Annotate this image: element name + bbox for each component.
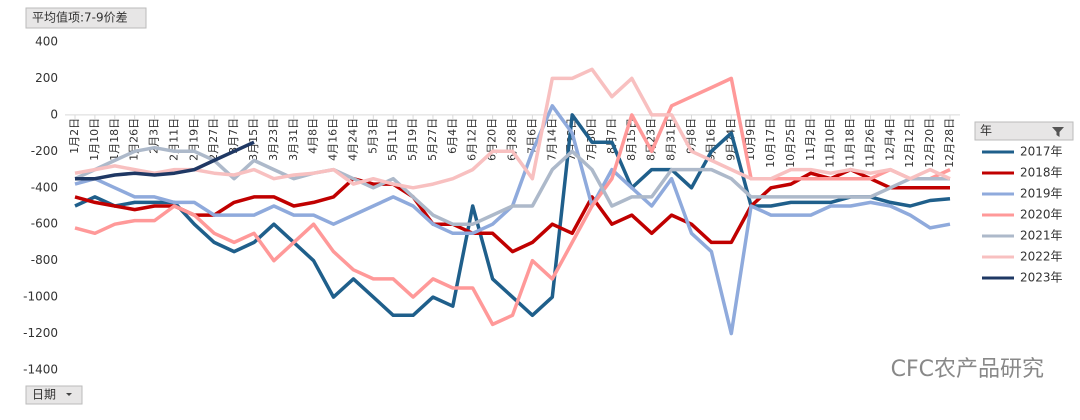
x-tick-label: 9月24日 (724, 118, 737, 161)
y-tick-label: -400 (31, 180, 58, 194)
x-tick-label: 11月18日 (844, 118, 857, 168)
y-tick-label: 200 (35, 71, 58, 85)
x-tick-label: 4月8日 (307, 118, 320, 154)
x-tick-label: 8月31日 (665, 118, 678, 161)
x-tick-label: 12月28日 (943, 118, 956, 168)
x-tick-label: 1月2日 (68, 118, 81, 154)
x-tick-label: 11月26日 (863, 118, 876, 168)
legend-title: 年 (980, 124, 992, 138)
y-tick-label: 400 (35, 35, 58, 49)
x-tick-label: 10月9日 (744, 118, 757, 161)
x-tick-label: 4月24日 (346, 118, 359, 161)
x-tick-label: 5月3日 (366, 118, 379, 154)
y-tick-label: 0 (50, 107, 58, 121)
x-tick-label: 10月17日 (764, 118, 777, 168)
y-tick-label: -600 (31, 217, 58, 231)
field-button[interactable] (25, 7, 147, 29)
dropdown-icon (66, 393, 72, 396)
watermark: CFC农产品研究 (891, 357, 1044, 382)
y-tick-label: -1400 (23, 363, 58, 377)
legend-label: 2023年 (1020, 271, 1063, 285)
series-line (74, 145, 950, 226)
x-tick-label: 4月16日 (327, 118, 340, 161)
x-tick-label: 5月11日 (386, 118, 399, 161)
series-line (75, 140, 255, 181)
x-tick-label: 6月4日 (446, 118, 459, 154)
x-tick-label: 5月19日 (406, 118, 419, 161)
x-tick-label: 2月11日 (167, 118, 180, 161)
legend-label: 2019年 (1020, 187, 1063, 201)
x-tick-label: 3月23日 (267, 118, 280, 161)
legend-label: 2017年 (1020, 145, 1063, 159)
x-tick-label: 3月15日 (247, 118, 260, 161)
legend-label: 2018年 (1020, 166, 1063, 180)
x-tick-label: 2月3日 (148, 118, 161, 154)
series-line (74, 167, 950, 254)
field-button-label: 平均值项:7-9价差 (32, 10, 128, 25)
x-tick-label: 1月10日 (88, 118, 101, 161)
legend-label: 2020年 (1020, 208, 1063, 222)
y-tick-label: -1000 (23, 290, 58, 304)
series-line (74, 113, 951, 318)
x-tick-label: 11月10日 (824, 118, 837, 168)
legend-header[interactable] (974, 121, 1074, 141)
x-tick-label: 11月2日 (804, 118, 817, 161)
legend-label: 2022年 (1020, 250, 1063, 264)
x-tick-label: 3月7日 (227, 118, 240, 154)
x-tick-label: 6月12日 (466, 118, 479, 161)
x-tick-label: 12月20日 (923, 118, 936, 168)
x-tick-label: 10月25日 (784, 118, 797, 168)
filter-icon (1052, 127, 1064, 137)
series-line (74, 67, 951, 190)
x-tick-label: 3月31日 (287, 118, 300, 161)
x-tick-label: 2月27日 (207, 118, 220, 161)
y-tick-label: -800 (31, 253, 58, 267)
x-tick-label: 8月23日 (645, 118, 658, 161)
y-tick-label: -1200 (23, 326, 58, 340)
x-tick-label: 1月18日 (108, 118, 121, 161)
axis-button-label: 日期 (32, 388, 56, 402)
series-line (74, 76, 951, 327)
x-tick-label: 7月14日 (545, 118, 558, 161)
x-tick-label: 12月4日 (883, 118, 896, 161)
axis-button[interactable] (25, 385, 83, 405)
x-tick-label: 5月27日 (426, 118, 439, 161)
y-tick-label: -200 (31, 144, 58, 158)
legend-label: 2021年 (1020, 229, 1063, 243)
x-tick-label: 12月12日 (903, 118, 916, 168)
